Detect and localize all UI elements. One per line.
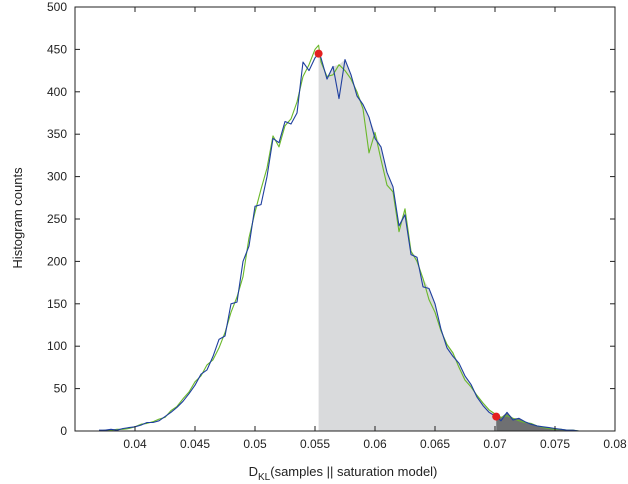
y-tick-label: 300 <box>47 170 67 184</box>
y-tick-label: 150 <box>47 297 67 311</box>
x-tick-label: 0.055 <box>300 437 330 451</box>
shaded-regions <box>318 45 570 431</box>
x-tick-label: 0.05 <box>243 437 267 451</box>
shaded-region-2 <box>496 412 570 431</box>
y-tick-label: 100 <box>47 339 67 353</box>
x-tick-label: 0.065 <box>420 437 450 451</box>
y-tick-label: 400 <box>47 85 67 99</box>
x-tick-label: 0.06 <box>363 437 387 451</box>
x-axis-label-main: D <box>249 464 258 479</box>
x-tick-label: 0.08 <box>603 437 627 451</box>
x-axis-label-rest: (samples || saturation model) <box>270 464 437 479</box>
y-tick-label: 0 <box>60 424 67 438</box>
x-tick-label: 0.07 <box>483 437 507 451</box>
x-axis-ticks: 0.04 0.045 0.05 0.055 0.06 0.065 0.07 0.075 0.08 <box>123 7 627 451</box>
y-tick-label: 200 <box>47 254 67 268</box>
shaded-region-1 <box>318 45 497 431</box>
y-tick-label: 350 <box>47 127 67 141</box>
marker-point-1 <box>314 49 323 58</box>
marker-point-2 <box>492 412 501 421</box>
x-tick-label: 0.075 <box>540 437 570 451</box>
markers <box>314 49 501 421</box>
x-tick-label: 0.04 <box>123 437 147 451</box>
y-tick-label: 50 <box>54 382 68 396</box>
x-axis-label: DKL(samples || saturation model) <box>249 464 438 483</box>
y-tick-label: 450 <box>47 42 67 56</box>
y-axis-ticks: 0 50 100 150 200 250 300 350 400 450 500 <box>47 0 615 438</box>
y-tick-label: 250 <box>47 212 67 226</box>
x-axis-label-subscript: KL <box>258 472 271 483</box>
x-tick-label: 0.045 <box>180 437 210 451</box>
y-axis-label: Histogram counts <box>10 167 25 269</box>
y-tick-label: 500 <box>47 0 67 14</box>
